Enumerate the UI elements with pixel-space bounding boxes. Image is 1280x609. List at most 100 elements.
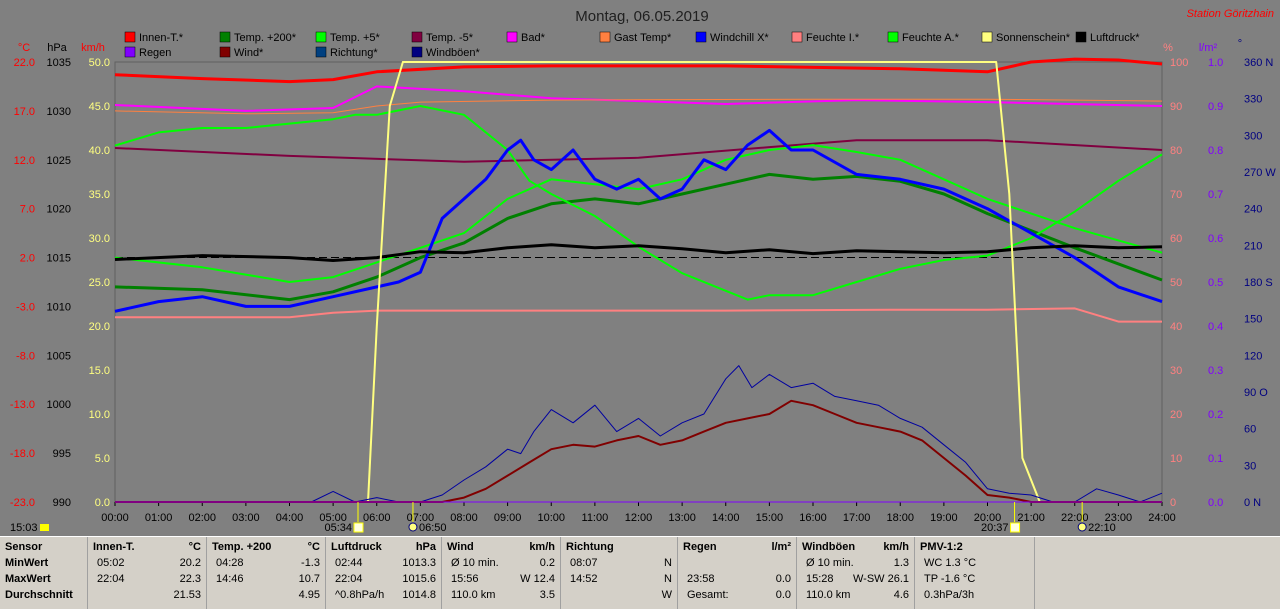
press-tick: 1030	[47, 106, 71, 118]
legend-label: Luftdruck*	[1090, 32, 1140, 44]
stats-row: 22:04 22.3	[93, 573, 201, 589]
stats-cell-left: Ø 10 min.	[806, 557, 854, 569]
sunrise-icon	[353, 522, 364, 533]
legend-swatch	[315, 31, 327, 43]
rain-tick: 0.9	[1208, 101, 1223, 113]
dir-tick: 180 S	[1244, 277, 1273, 289]
press-axis-header: hPa	[47, 42, 67, 54]
stats-cell-left: 04:28	[216, 557, 244, 569]
temp-tick: 17.0	[14, 106, 35, 118]
x-tick: 21:00	[1017, 512, 1045, 524]
rain-tick: 0.8	[1208, 145, 1223, 157]
stats-cell-right: 0.0	[775, 589, 791, 601]
marker-layer: 05:34 06:50 20:37 22:10 15:03	[10, 502, 1116, 534]
stats-row: Ø 10 min. 0.2	[447, 557, 555, 573]
stats-row: W	[566, 589, 672, 605]
x-tick: 19:00	[930, 512, 958, 524]
legend-label: Regen	[139, 47, 171, 59]
section-title: Richtung	[566, 541, 614, 553]
wind-tick: 20.0	[89, 321, 110, 333]
moon-icon	[408, 522, 418, 532]
section-title: PMV-1:2	[920, 541, 963, 553]
legend-swatch	[887, 31, 899, 43]
section-title: Wind	[447, 541, 474, 553]
chart-title: Montag, 06.05.2019	[575, 8, 708, 25]
pct-tick: 10	[1170, 453, 1182, 465]
section-unit: hPa	[415, 541, 436, 553]
legend-label: Windböen*	[426, 47, 481, 59]
stats-row: WC 1.3 °C	[920, 557, 1029, 573]
series-line	[114, 85, 1163, 112]
rain-tick: 0.7	[1208, 189, 1223, 201]
stats-row: 15:28 W-SW 26.1	[802, 573, 909, 589]
pct-tick: 40	[1170, 321, 1182, 333]
stats-row: 23:58 0.0	[683, 573, 791, 589]
legend-label: Innen-T.*	[139, 32, 184, 44]
stats-cell-left: 15:56	[451, 573, 479, 585]
press-tick: 1000	[47, 399, 71, 411]
x-tick: 07:00	[407, 512, 435, 524]
stats-cell-right: 1015.6	[402, 573, 436, 585]
series-line	[114, 139, 1163, 163]
wind-tick: 0.0	[95, 497, 110, 509]
stats-row: 14:46 10.7	[212, 573, 320, 589]
legend-label: Bad*	[521, 32, 546, 44]
temp-tick: -13.0	[10, 399, 35, 411]
stats-cell-right: 1013.3	[402, 557, 436, 569]
wind-tick: 40.0	[89, 145, 110, 157]
legend-swatch	[791, 31, 803, 43]
section-title: Innen-T.	[93, 541, 135, 553]
x-tick: 09:00	[494, 512, 522, 524]
legend-label: Feuchte I.*	[806, 32, 860, 44]
stats-row: Ø 10 min. 1.3	[802, 557, 909, 573]
x-tick: 10:00	[537, 512, 565, 524]
x-tick: 12:00	[625, 512, 653, 524]
stats-row-label: MinWert	[5, 557, 49, 569]
press-tick: 1025	[47, 155, 71, 167]
temp-axis-header: °C	[18, 42, 30, 54]
dir-tick: 60	[1244, 424, 1256, 436]
stats-section-luftdruck: Luftdruck hPa 02:44 1013.3 22:04 1015.6 ^0.8hP…	[326, 537, 442, 609]
pct-axis-header: %	[1163, 42, 1173, 54]
stats-row: 22:04 1015.6	[331, 573, 436, 589]
pct-tick: 0	[1170, 497, 1176, 509]
pct-tick: 80	[1170, 145, 1182, 157]
stats-row-labels: Sensor MinWert MaxWert Durchschnitt	[0, 537, 88, 609]
legend-label: Windchill X*	[710, 32, 769, 44]
stats-row	[683, 557, 791, 573]
stats-cell-left: 22:04	[335, 573, 363, 585]
moon-icon	[1077, 522, 1087, 532]
section-title: Windböen	[802, 541, 856, 553]
stats-section-richtung: Richtung 08:07 N 14:52 N W	[561, 537, 678, 609]
temp-tick: -18.0	[10, 448, 35, 460]
stats-cell-right: 21.53	[173, 589, 201, 601]
stats-row: 110.0 km 4.6	[802, 589, 909, 605]
marker-label: 20:37	[981, 522, 1009, 534]
legend-swatch	[219, 31, 231, 43]
section-title: Luftdruck	[331, 541, 382, 553]
rain-tick: 0.0	[1208, 497, 1223, 509]
legend-swatch	[1075, 31, 1087, 43]
stats-row: 110.0 km 3.5	[447, 589, 555, 605]
stats-cell-right: N	[664, 557, 672, 569]
stats-section-windboeen: Windböen km/h Ø 10 min. 1.3 15:28 W-SW 26.1 11…	[797, 537, 915, 609]
series-line	[115, 365, 1163, 503]
pct-tick: 60	[1170, 233, 1182, 245]
series-line	[114, 172, 1163, 302]
section-unit: °C	[307, 541, 320, 553]
legend-swatch	[411, 31, 423, 43]
now-indicator	[40, 524, 49, 531]
stats-cell-left: ^0.8hPa/h	[335, 589, 385, 601]
rain-tick: 0.5	[1208, 277, 1223, 289]
x-tick: 04:00	[276, 512, 304, 524]
press-tick: 995	[53, 448, 71, 460]
stats-cell-left: 05:02	[97, 557, 125, 569]
press-tick: 990	[53, 497, 71, 509]
wind-tick: 15.0	[89, 365, 110, 377]
stats-cell-left: 14:52	[570, 573, 598, 585]
temp-tick: 12.0	[14, 155, 35, 167]
stats-row: 15:56 W 12.4	[447, 573, 555, 589]
series-line	[115, 61, 1162, 503]
wind-tick: 10.0	[89, 409, 110, 421]
weather-chart: Montag, 06.05.2019 Station Göritzhain In…	[10, 8, 1276, 534]
